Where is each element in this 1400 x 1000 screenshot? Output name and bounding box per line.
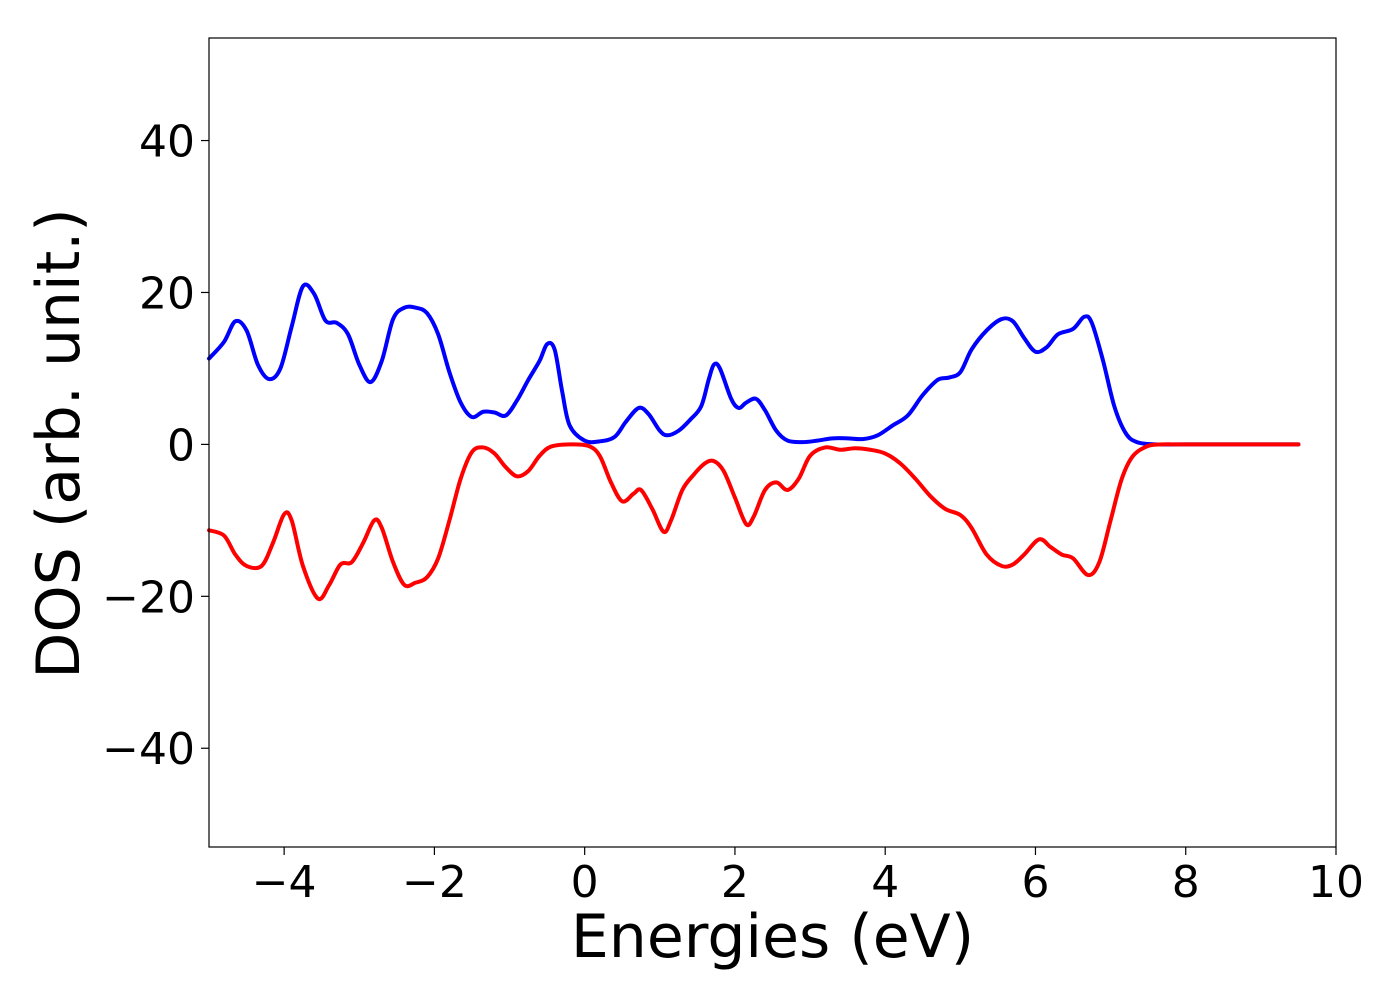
y-tick-label: 20 <box>139 268 195 319</box>
x-tick-label: 4 <box>871 857 899 908</box>
x-tick-label: 2 <box>721 857 749 908</box>
axes-frame <box>208 37 1337 848</box>
x-axis-ticks: −4 −2 0 2 4 6 8 10 <box>252 847 1364 908</box>
x-tick-label: −4 <box>252 857 317 908</box>
y-tick-label: −40 <box>102 724 195 775</box>
series-line-1 <box>207 282 1301 447</box>
series-layer <box>207 282 1301 602</box>
plot-area <box>207 37 1337 848</box>
x-axis-label: Energies (eV) <box>571 902 974 972</box>
y-tick-label: 0 <box>167 420 195 471</box>
y-tick-label: 40 <box>139 117 195 168</box>
x-tick-label: 8 <box>1172 857 1200 908</box>
series-line-2 <box>207 442 1301 602</box>
x-tick-label: −2 <box>402 857 467 908</box>
x-tick-label: 6 <box>1021 857 1049 908</box>
y-axis-ticks: 40 20 0 −20 −40 <box>102 117 209 775</box>
x-tick-label: 10 <box>1308 857 1364 908</box>
y-tick-label: −20 <box>102 572 195 623</box>
x-tick-label: 0 <box>571 857 599 908</box>
y-axis-label: DOS (arb. unit.) <box>24 208 94 678</box>
